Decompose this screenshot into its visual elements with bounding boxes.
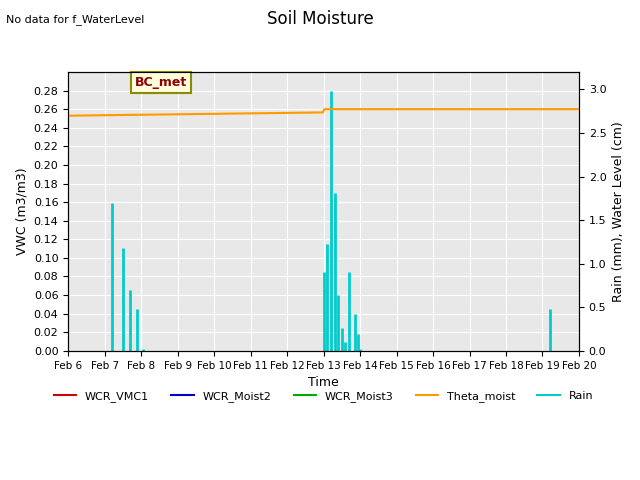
Y-axis label: Rain (mm), Water Level (cm): Rain (mm), Water Level (cm) [612, 121, 625, 302]
Y-axis label: VWC (m3/m3): VWC (m3/m3) [15, 168, 28, 255]
Text: No data for f_WaterLevel: No data for f_WaterLevel [6, 14, 145, 25]
Text: BC_met: BC_met [134, 76, 187, 89]
Legend: WCR_VMC1, WCR_Moist2, WCR_Moist3, Theta_moist, Rain: WCR_VMC1, WCR_Moist2, WCR_Moist3, Theta_… [49, 387, 598, 407]
X-axis label: Time: Time [308, 376, 339, 389]
Text: Soil Moisture: Soil Moisture [267, 10, 373, 28]
